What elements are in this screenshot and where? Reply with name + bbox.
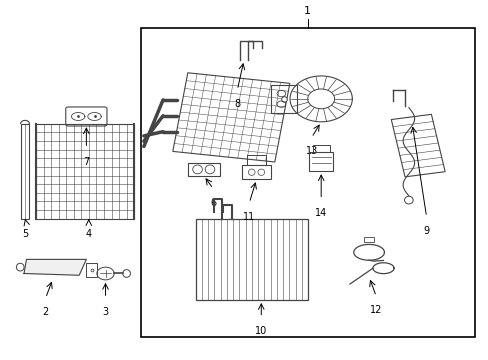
Text: 3: 3 (102, 307, 108, 317)
Bar (242, 165, 270, 179)
Text: 14: 14 (314, 208, 326, 218)
Text: 10: 10 (255, 327, 267, 336)
Text: 13: 13 (305, 147, 317, 157)
Text: 7: 7 (83, 157, 89, 167)
Text: 8: 8 (234, 99, 240, 109)
Text: 4: 4 (85, 229, 92, 239)
Bar (390, 114, 444, 177)
Bar (36, 123, 134, 219)
Bar (270, 85, 297, 113)
Bar (312, 145, 329, 152)
Bar (308, 152, 332, 171)
Text: 9: 9 (423, 226, 429, 236)
Text: 6: 6 (210, 198, 216, 208)
Bar (246, 155, 265, 165)
Bar (172, 73, 289, 162)
Text: 1: 1 (304, 6, 311, 16)
Text: 2: 2 (42, 307, 49, 317)
Text: 12: 12 (369, 305, 382, 315)
Bar (187, 163, 219, 176)
Polygon shape (24, 259, 86, 275)
Bar (20, 123, 29, 219)
Text: 11: 11 (243, 212, 255, 222)
Bar (141, 28, 473, 337)
Text: 5: 5 (22, 229, 29, 239)
Bar (195, 219, 307, 300)
Bar (364, 237, 373, 242)
Bar (86, 263, 97, 277)
